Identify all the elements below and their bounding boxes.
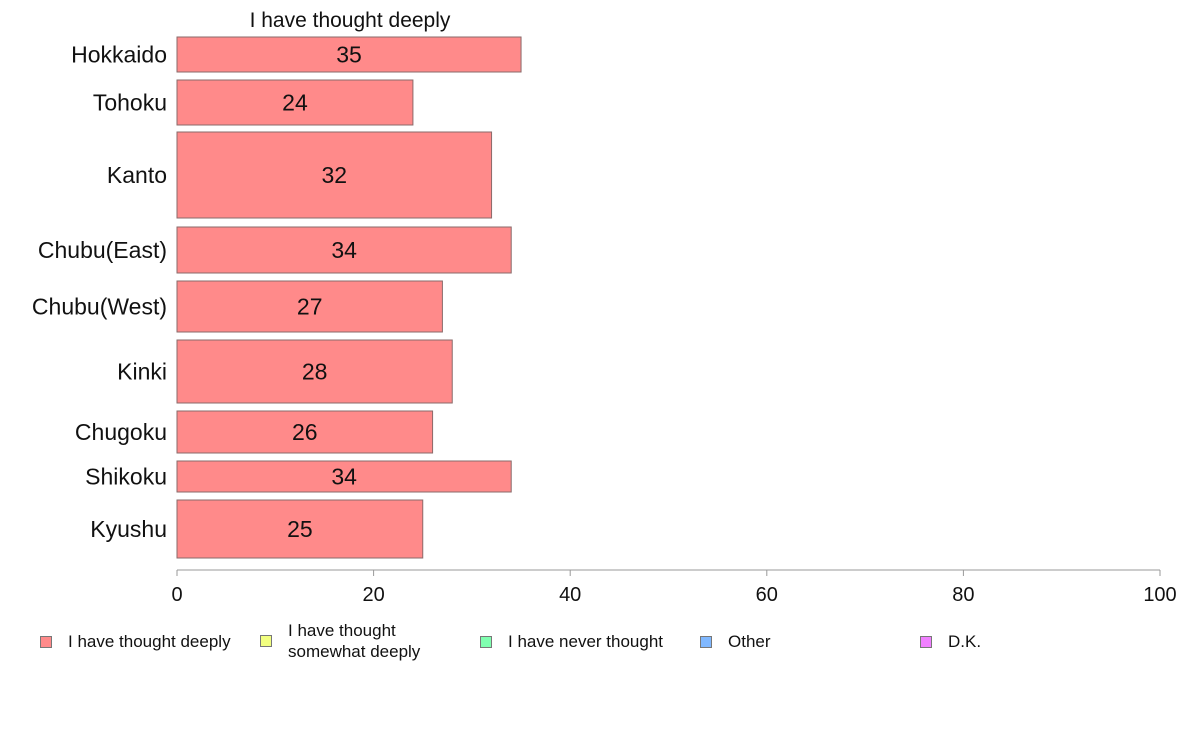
legend-item-thought-somewhat-deeply: I have thought somewhat deeply bbox=[260, 620, 420, 662]
category-label: Kinki bbox=[117, 359, 167, 385]
category-label: Kanto bbox=[107, 162, 167, 188]
legend-label: D.K. bbox=[948, 632, 982, 651]
data-label: 35 bbox=[336, 42, 362, 68]
x-tick-label: 20 bbox=[362, 584, 384, 606]
data-label: 28 bbox=[302, 359, 328, 385]
category-label: Tohoku bbox=[93, 90, 167, 116]
bar-tohoku bbox=[176, 79, 414, 126]
bar-shikoku bbox=[176, 460, 512, 493]
legend-item-other: Other bbox=[700, 631, 771, 652]
x-tick-label: 40 bbox=[559, 584, 581, 606]
category-label: Hokkaido bbox=[71, 42, 167, 68]
bar-kinki bbox=[176, 339, 453, 404]
data-label: 27 bbox=[297, 294, 323, 320]
legend-swatch bbox=[260, 635, 272, 647]
legend-label: I have never thought bbox=[508, 632, 664, 651]
legend-label: I have thought deeply bbox=[68, 632, 231, 651]
data-label: 34 bbox=[331, 237, 357, 263]
data-label: 34 bbox=[331, 464, 357, 490]
bar-hokkaido bbox=[176, 36, 522, 73]
legend-swatch bbox=[480, 635, 492, 648]
chart-title: I have thought deeply bbox=[250, 9, 451, 32]
legend-swatch bbox=[40, 635, 52, 648]
bar-kyushu bbox=[176, 499, 424, 559]
legend-label: I have thought somewhat deeply bbox=[288, 621, 421, 661]
x-tick-label: 60 bbox=[756, 584, 778, 606]
legend-swatch bbox=[700, 635, 712, 648]
x-tick-label: 100 bbox=[1143, 584, 1176, 606]
legend-item-never-thought: I have never thought bbox=[480, 631, 663, 652]
legend-swatch bbox=[920, 635, 932, 648]
category-label: Chugoku bbox=[75, 419, 167, 445]
data-label: 25 bbox=[287, 516, 313, 542]
legend: I have thought deeply I have thought som… bbox=[0, 620, 1188, 664]
category-label: Shikoku bbox=[85, 464, 167, 490]
data-label: 32 bbox=[321, 162, 347, 188]
x-tick-label: 0 bbox=[171, 584, 182, 606]
legend-item-thought-deeply: I have thought deeply bbox=[40, 631, 231, 652]
x-tick-label: 80 bbox=[952, 584, 974, 606]
bar-chubu-east bbox=[176, 226, 512, 274]
data-label: 26 bbox=[292, 419, 318, 445]
bar-kanto bbox=[176, 131, 493, 219]
category-label: Chubu(East) bbox=[38, 237, 167, 263]
legend-item-dk: D.K. bbox=[920, 631, 981, 652]
legend-label: Other bbox=[728, 632, 771, 651]
bar-chubu-west bbox=[176, 280, 443, 333]
data-label: 24 bbox=[282, 90, 308, 116]
category-label: Kyushu bbox=[90, 516, 167, 542]
category-label: Chubu(West) bbox=[32, 294, 167, 320]
bar-chugoku bbox=[176, 410, 434, 454]
